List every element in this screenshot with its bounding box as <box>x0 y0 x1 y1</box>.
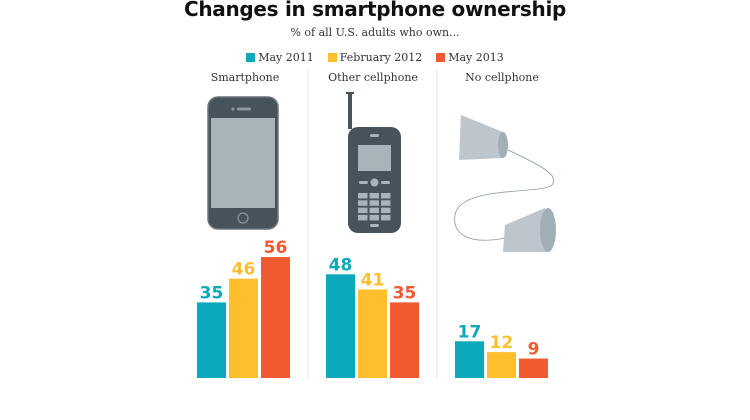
bar <box>261 257 290 378</box>
legend-label: May 2011 <box>258 51 314 64</box>
chart-title: Changes in smartphone ownership <box>183 0 567 21</box>
category-label: Other cellphone <box>328 71 418 84</box>
key <box>381 193 391 199</box>
data-label: 17 <box>458 322 482 342</box>
bar <box>519 358 548 378</box>
key <box>358 200 368 206</box>
key <box>381 200 391 206</box>
key <box>381 214 391 221</box>
data-label: 12 <box>490 333 514 353</box>
data-label: 41 <box>361 270 385 290</box>
category-label: No cellphone <box>465 71 539 84</box>
data-label: 46 <box>232 260 256 280</box>
tin-can-phone-icon <box>454 115 556 252</box>
legend-label: May 2013 <box>448 51 504 64</box>
bar <box>487 352 516 378</box>
cellphone-icon <box>346 92 401 233</box>
bar <box>390 302 419 378</box>
legend-item: May 2011 <box>246 51 314 64</box>
legend-swatch <box>436 53 446 62</box>
bar <box>326 274 355 378</box>
legend-item: May 2013 <box>436 51 504 64</box>
key <box>369 214 379 221</box>
legend-swatch <box>327 53 337 62</box>
key <box>358 193 368 199</box>
key <box>369 207 379 214</box>
legend-swatch <box>246 53 256 62</box>
bar <box>229 278 258 378</box>
legend-item: February 2012 <box>327 51 423 64</box>
bar <box>197 302 226 378</box>
legend: May 2011 February 2012 May 2013 <box>0 51 750 64</box>
key <box>381 207 391 214</box>
bar <box>358 289 387 378</box>
chart-subtitle: % of all U.S. adults who own... <box>290 26 460 39</box>
key <box>358 207 368 214</box>
key <box>369 193 379 199</box>
data-label: 56 <box>264 238 288 258</box>
bar <box>455 341 484 378</box>
smartphone-icon <box>207 96 279 230</box>
key <box>358 214 368 221</box>
data-label: 35 <box>200 283 224 303</box>
key <box>369 200 379 206</box>
data-label: 48 <box>329 255 353 275</box>
legend-label: February 2012 <box>339 51 423 64</box>
category-label: Smartphone <box>210 71 280 84</box>
data-label: 9 <box>528 340 540 360</box>
data-label: 35 <box>393 283 417 303</box>
